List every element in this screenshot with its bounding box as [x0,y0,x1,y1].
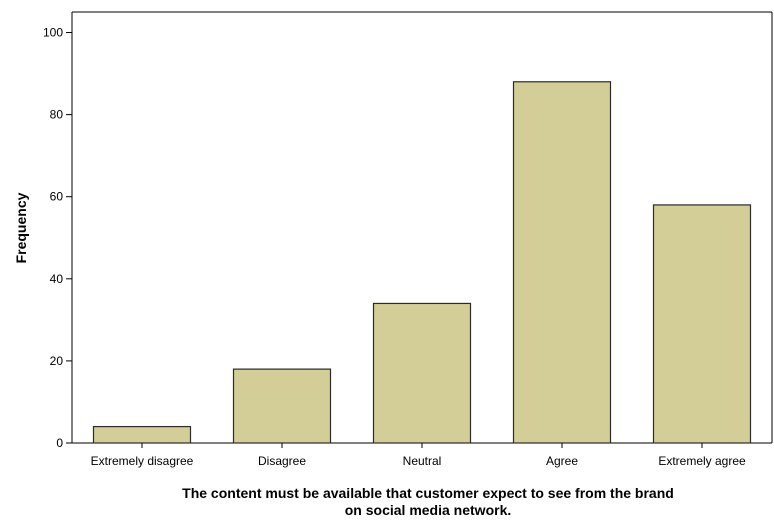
x-tick-label-extremely-agree: Extremely agree [658,454,746,468]
y-tick-label-80: 80 [50,108,64,122]
bar-agree [512,81,612,444]
x-tick-label-extremely-disagree: Extremely disagree [91,454,194,468]
x-axis-title-line-2: on social media network. [345,502,512,518]
y-tick-label-20: 20 [50,354,64,368]
y-axis-title: Frequency [13,192,29,263]
x-tick-label-disagree: Disagree [258,454,306,468]
x-tick-label-neutral: Neutral [403,454,442,468]
x-axis-tick-labels: Extremely disagree Disagree Neutral Agree Ex… [91,443,746,468]
y-tick-label-60: 60 [50,190,64,204]
bar-extremely-agree [652,204,752,444]
x-axis-title-line-1: The content must be available that custo… [182,485,674,501]
y-axis-ticks: 0 20 40 60 80 100 [43,26,72,450]
bar-neutral [372,302,472,444]
y-tick-label-0: 0 [56,436,63,450]
bar-extremely-disagree [92,425,192,444]
bars [92,81,752,444]
bar-disagree [232,368,332,444]
y-tick-label-40: 40 [50,272,64,286]
y-tick-label-100: 100 [43,26,63,40]
x-tick-label-agree: Agree [546,454,578,468]
